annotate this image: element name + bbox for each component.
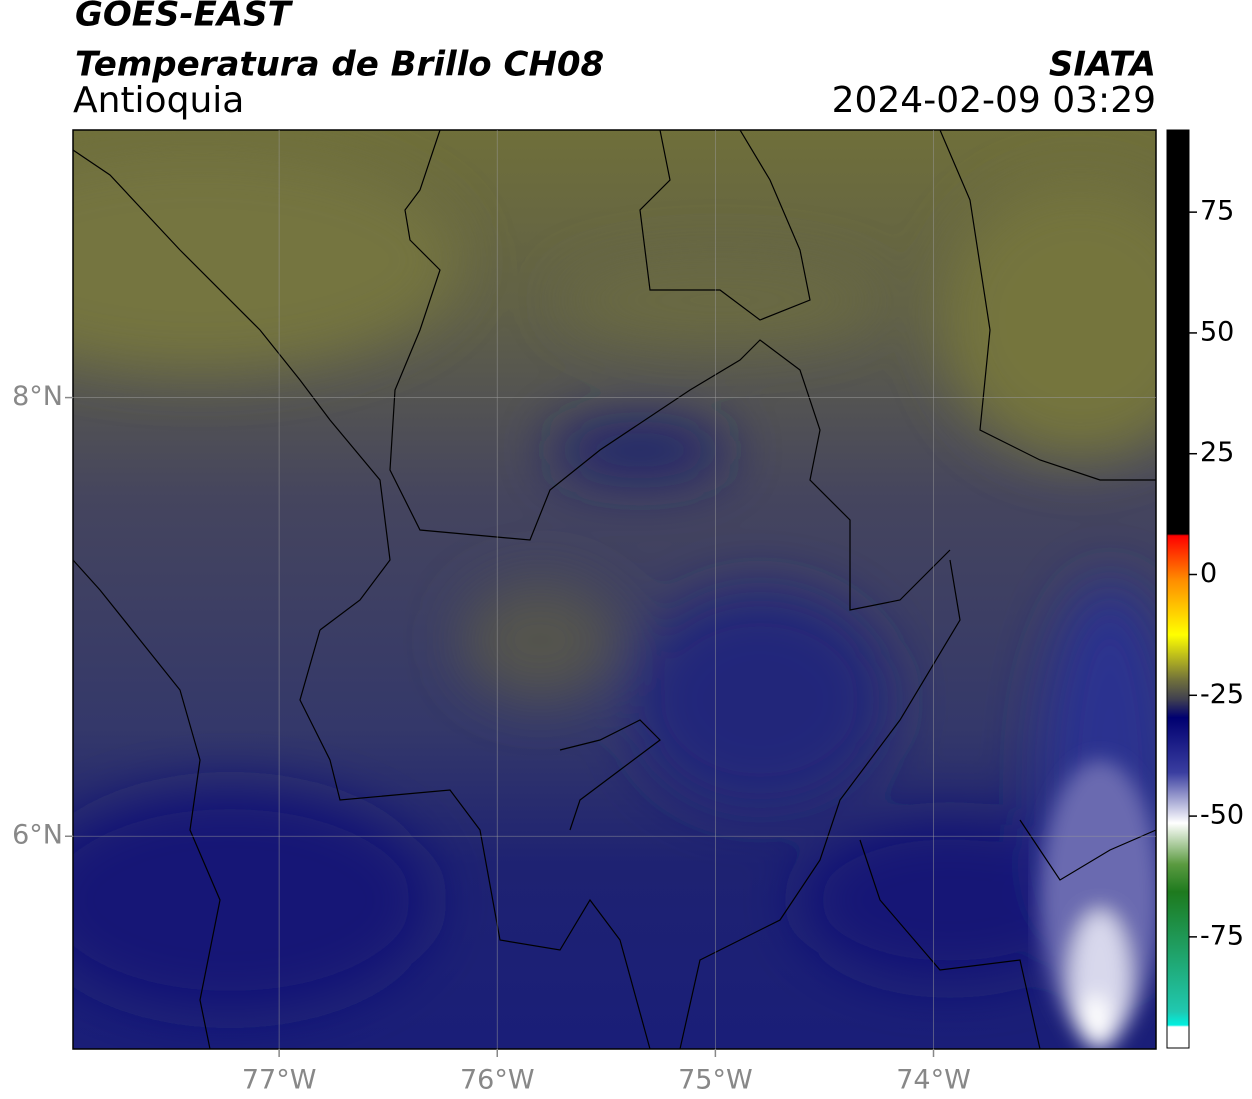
map-frame — [72, 129, 1157, 1050]
colorbar-tick-label: 50 — [1200, 316, 1234, 347]
colorbar-tick-label: 25 — [1200, 437, 1234, 468]
x-tick-label: 76°W — [460, 1065, 535, 1096]
x-tick-label: 74°W — [896, 1065, 971, 1096]
region: Antioquia — [73, 80, 244, 121]
source: SIATA — [1049, 45, 1156, 85]
colorbar-tick-label: -25 — [1200, 679, 1244, 710]
colorbar — [1166, 129, 1190, 1049]
colorbar-tick-label: -75 — [1200, 920, 1244, 951]
y-tick-label: 6°N — [12, 820, 63, 851]
colorbar-tick-label: 75 — [1200, 196, 1234, 227]
datetime: 2024-02-09 03:29 — [832, 80, 1156, 121]
title: Temperatura de Brillo CH08 — [75, 45, 604, 85]
x-tick-label: 75°W — [678, 1065, 753, 1096]
title: GOES-EAST — [75, 0, 294, 35]
colorbar-tick-label: 0 — [1200, 558, 1217, 589]
colorbar-tick-label: -50 — [1200, 800, 1244, 831]
x-tick-label: 77°W — [242, 1065, 317, 1096]
map-imagery — [73, 130, 1156, 1049]
y-tick-label: 8°N — [12, 381, 63, 412]
